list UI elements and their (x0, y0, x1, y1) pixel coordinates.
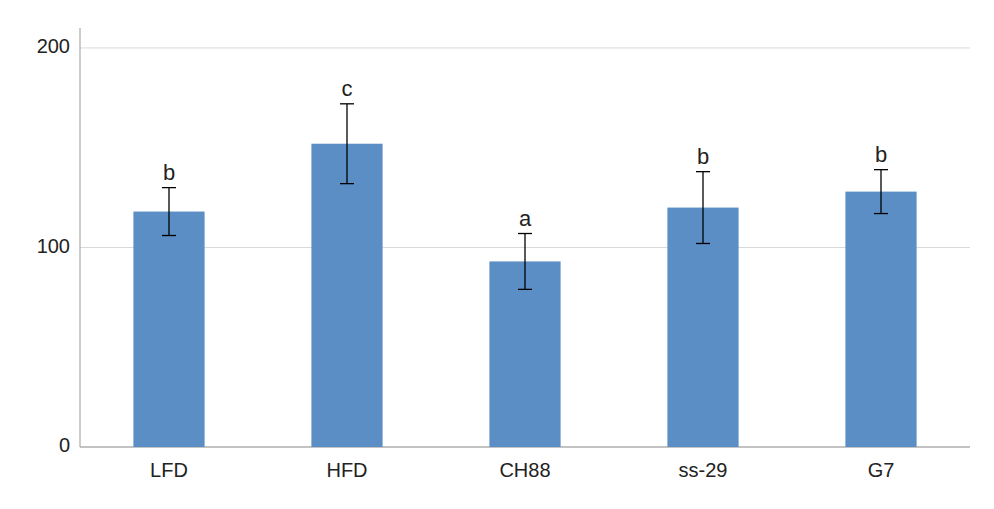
error-stem (880, 170, 881, 214)
y-tick-label: 0 (59, 434, 70, 456)
error-stem (702, 172, 703, 244)
error-cap (874, 213, 888, 214)
error-cap (518, 233, 532, 234)
grid (80, 48, 970, 447)
error-cap (162, 187, 176, 188)
error-bar (518, 234, 532, 290)
grid-line (80, 47, 970, 48)
error-bar (162, 188, 176, 236)
bar (133, 212, 204, 447)
annotation: a (519, 206, 532, 231)
error-bar (874, 170, 888, 214)
error-bar (696, 172, 710, 244)
annotation: b (875, 142, 887, 167)
bar (845, 192, 916, 447)
y-tick-label: 100 (37, 235, 70, 257)
bar (489, 261, 560, 447)
x-tick-label: CH88 (499, 459, 550, 481)
error-stem (524, 234, 525, 290)
error-cap (340, 183, 354, 184)
annotation: b (697, 144, 709, 169)
error-cap (518, 289, 532, 290)
error-cap (696, 243, 710, 244)
bar (311, 144, 382, 447)
y-axis-line (80, 28, 81, 447)
annotation: b (163, 160, 175, 185)
bar (667, 208, 738, 447)
error-cap (874, 169, 888, 170)
x-tick-label: ss-29 (679, 459, 728, 481)
chart-svg: 0 100 200 b c a b b LFD HFD CH88 ss-29 G7 (0, 0, 994, 509)
error-cap (162, 235, 176, 236)
error-bar (340, 104, 354, 184)
plot-area (133, 104, 916, 447)
annotation: c (342, 76, 353, 101)
x-tick-label: G7 (868, 459, 895, 481)
error-cap (696, 171, 710, 172)
chart-container: 0 100 200 b c a b b LFD HFD CH88 ss-29 G7 (0, 0, 994, 509)
error-stem (168, 188, 169, 236)
x-tick-label: HFD (326, 459, 367, 481)
x-tick-label: LFD (150, 459, 188, 481)
error-cap (340, 103, 354, 104)
error-stem (346, 104, 347, 184)
y-tick-label: 200 (37, 35, 70, 57)
